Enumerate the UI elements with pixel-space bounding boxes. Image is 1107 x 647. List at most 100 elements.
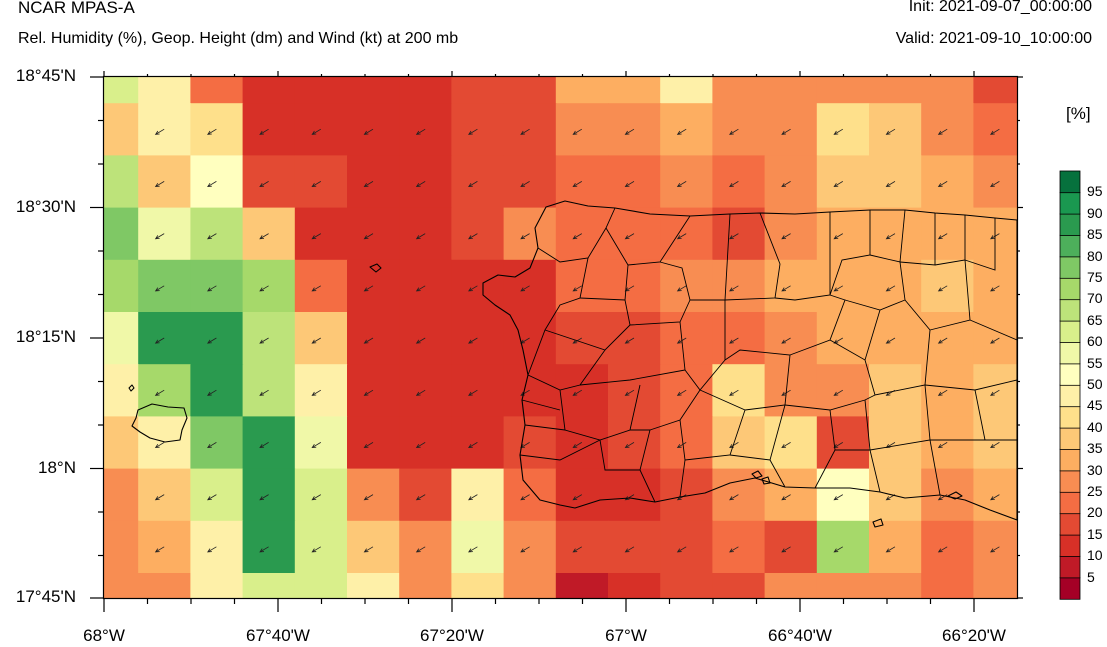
wind-arrow: [154, 233, 165, 240]
wind-arrow: [676, 128, 687, 135]
rh-cell: [869, 207, 922, 261]
wind-arrow: [729, 546, 739, 553]
rh-cell: [660, 103, 713, 156]
wind-arrow: [363, 285, 374, 292]
rh-cell: [399, 103, 452, 156]
wind-arrow: [311, 233, 322, 240]
wind-arrow: [937, 389, 948, 396]
rh-cell: [921, 573, 974, 599]
rh-cell: [921, 520, 974, 574]
rh-cell: [503, 312, 557, 365]
rh-cell: [451, 573, 505, 599]
wind-arrow: [990, 337, 1000, 344]
wind-arrow: [311, 337, 322, 344]
wind-arrow: [676, 233, 687, 240]
rh-cell: [921, 364, 974, 417]
rh-cell: [138, 573, 191, 599]
colorbar: [1059, 170, 1081, 600]
desecheo-island: [369, 263, 382, 273]
rh-cell: [973, 416, 1018, 470]
rh-cell: [104, 77, 139, 104]
rh-cell: [138, 259, 191, 313]
rh-cell: [190, 364, 244, 417]
rh-cell: [869, 468, 922, 522]
rh-cell: [503, 77, 557, 104]
colorbar-swatch: [1059, 491, 1081, 515]
rh-cell: [242, 520, 296, 574]
rh-cell: [921, 259, 974, 313]
rh-cell: [555, 77, 609, 104]
rh-cell: [816, 155, 870, 209]
caja-de-muertos: [872, 518, 884, 528]
wind-arrow: [624, 389, 635, 396]
wind-arrow: [937, 494, 948, 501]
wind-arrow: [520, 285, 530, 292]
rh-cell: [503, 573, 557, 599]
wind-arrow: [729, 233, 739, 240]
rh-cell: [451, 312, 505, 365]
rh-cell: [921, 103, 974, 156]
wind-arrow: [781, 494, 791, 501]
wind-arrow: [990, 442, 1000, 449]
rh-cell: [104, 416, 139, 470]
rh-cell: [555, 520, 609, 574]
wind-arrow: [259, 494, 269, 501]
wind-arrow: [154, 128, 165, 135]
wind-arrow: [207, 442, 217, 449]
rh-cell: [451, 259, 505, 313]
rh-cell: [973, 468, 1018, 522]
rh-cell: [294, 155, 348, 209]
rh-cell: [104, 468, 139, 522]
rh-cell: [764, 207, 818, 261]
valid-time: Valid: 2021-09-10_10:00:00: [895, 30, 1092, 47]
colorbar-label: 80: [1087, 247, 1103, 264]
wind-arrow: [990, 546, 1000, 553]
colorbar-swatch: [1059, 534, 1081, 557]
rh-cell: [347, 207, 400, 261]
rh-cell: [816, 573, 870, 599]
wind-arrow: [833, 128, 844, 135]
rh-cell: [138, 468, 191, 522]
mona-island: [131, 403, 188, 443]
rh-cell: [764, 573, 818, 599]
wind-arrow: [781, 233, 791, 240]
rh-cell: [660, 468, 713, 522]
rh-cell: [104, 520, 139, 574]
colorbar-swatch: [1059, 470, 1081, 493]
rh-cell: [399, 520, 452, 574]
rh-cell: [608, 103, 661, 156]
rh-cell: [816, 103, 870, 156]
wind-arrow: [676, 546, 687, 553]
rh-cell: [104, 364, 139, 417]
plot-subtitle: Rel. Humidity (%), Geop. Height (dm) and…: [18, 30, 459, 47]
rh-cell: [347, 103, 400, 156]
rh-cell: [869, 520, 922, 574]
colorbar-swatch: [1059, 256, 1081, 279]
model-title: NCAR MPAS-A: [18, 0, 135, 17]
rh-cell: [347, 155, 400, 209]
wind-arrow: [572, 389, 583, 396]
wind-arrow: [624, 494, 635, 501]
colorbar-swatch: [1059, 320, 1081, 343]
rh-cell: [242, 259, 296, 313]
wind-arrow: [885, 128, 896, 135]
colorbar-label: 5: [1087, 568, 1095, 585]
rh-cell: [399, 364, 452, 417]
wind-arrow: [468, 233, 478, 240]
lon-label: 68°W: [83, 626, 125, 645]
rh-cell: [869, 103, 922, 156]
rh-field: [104, 77, 1018, 599]
colorbar-swatch: [1059, 234, 1081, 258]
rh-cell: [242, 77, 296, 104]
wind-arrow: [572, 128, 583, 135]
rh-cell: [347, 259, 400, 313]
rh-cell: [816, 416, 870, 470]
rh-cell: [451, 520, 505, 574]
rh-cell: [138, 207, 191, 261]
wind-arrow: [154, 285, 165, 292]
wind-arrow: [729, 128, 739, 135]
wind-arrow: [885, 233, 896, 240]
rh-cell: [764, 364, 818, 417]
lon-label: 67°W: [605, 626, 647, 645]
